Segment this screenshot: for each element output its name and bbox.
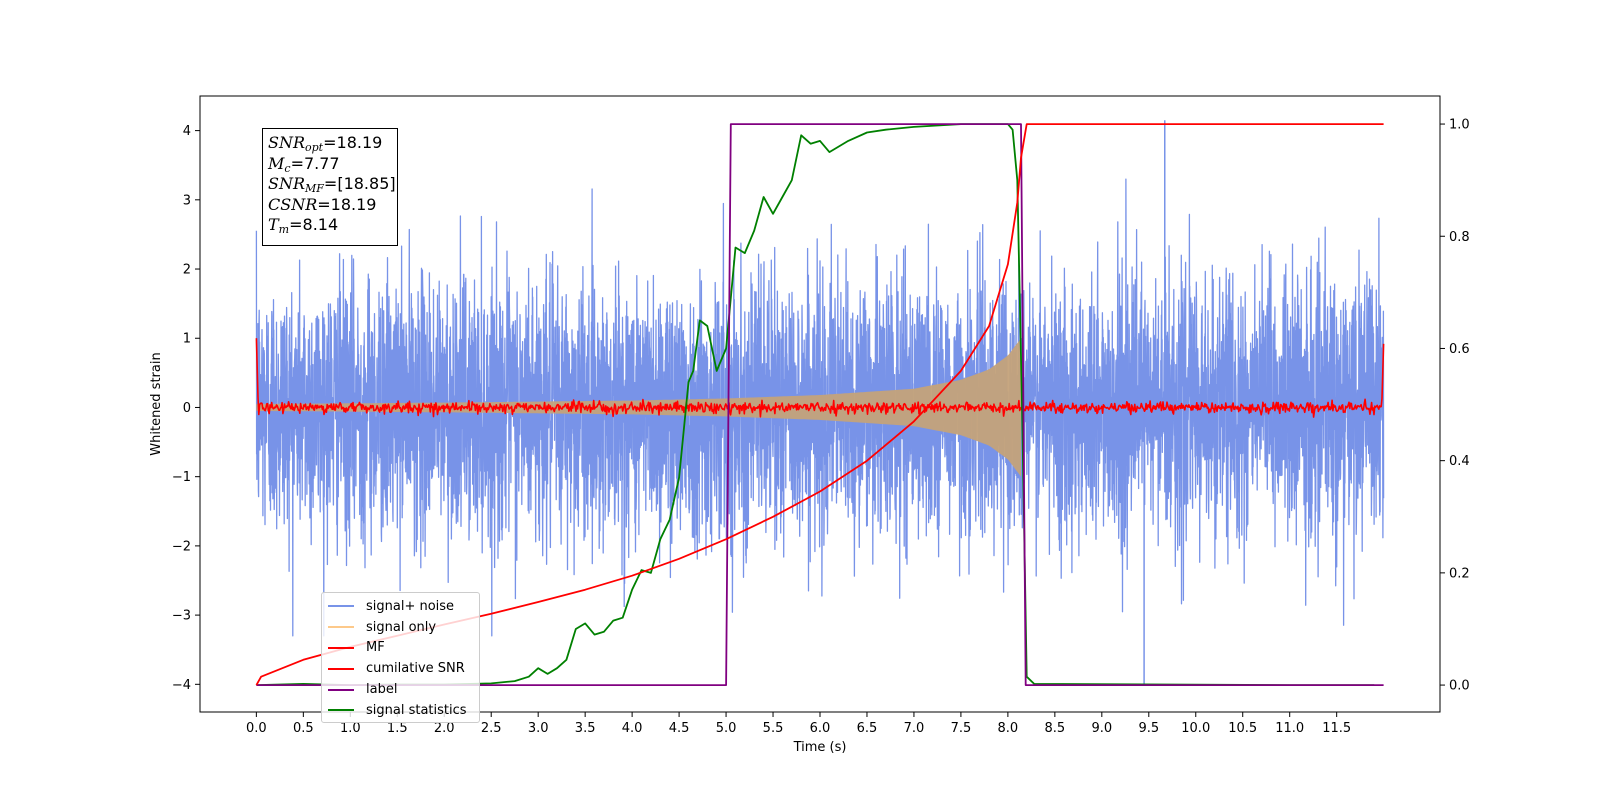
legend-item-signal-statistics: signal statistics [328,700,479,721]
y-right-tick-label: 1.0 [1449,118,1470,133]
x-tick-label: 1.0 [340,721,361,736]
legend-swatch [328,688,354,691]
x-tick-label: 3.0 [528,721,549,736]
y-right-tick-label: 0.2 [1449,566,1470,581]
legend-item-signal-only: signal only [328,617,479,638]
x-tick-label: 10.0 [1181,721,1210,736]
y-left-tick-label: 1 [183,332,191,347]
x-tick-label: 3.5 [575,721,596,736]
x-tick-label: 0.5 [293,721,314,736]
legend-swatch [328,667,354,670]
x-axis-label: Time (s) [793,740,847,755]
y-right-tick-label: 0.6 [1449,342,1470,357]
x-tick-label: 7.5 [951,721,972,736]
y-axis-right: 0.0 0.2 0.4 0.6 0.8 1.0 [1440,118,1470,694]
series-signal-noise [255,178,1385,637]
series-mf [255,338,1385,418]
x-tick-label: 6.5 [857,721,878,736]
annotation-snr-opt: SNRopt=18.19 [268,133,383,154]
x-tick-label: 1.5 [387,721,408,736]
annotation-tm: Tm=8.14 [268,215,339,236]
x-tick-label: 8.5 [1045,721,1066,736]
y-axis-left: −4 −3 −2 −1 0 1 2 3 4 [172,124,200,693]
x-tick-label: 11.5 [1322,721,1351,736]
x-tick-label: 0.0 [246,721,267,736]
legend-swatch [328,709,354,712]
legend-item-cumulative-snr: cumilative SNR [328,658,479,679]
x-tick-label: 11.0 [1275,721,1304,736]
x-tick-label: 10.5 [1228,721,1257,736]
y-left-tick-label: 4 [183,124,191,139]
x-tick-label: 2.0 [434,721,455,736]
x-tick-label: 6.0 [810,721,831,736]
legend-swatch [328,626,354,629]
series-signal-statistics [256,123,1375,686]
y-left-tick-label: −1 [172,470,191,485]
y-left-tick-label: −2 [172,539,191,554]
series-label [256,123,1384,686]
y-right-tick-label: 0.8 [1449,230,1470,245]
y-right-tick-label: 0.4 [1449,454,1470,469]
legend: signal+ noise signal only MF cumilative … [321,592,480,723]
x-tick-label: 9.0 [1091,721,1112,736]
x-axis: 0.0 0.5 1.0 1.5 2.0 2.5 3.0 3.5 4.0 4.5 5.0 5.5 6.0 6… [246,712,1351,736]
legend-item-mf: MF [328,638,479,659]
y-left-tick-label: −3 [172,609,191,624]
x-tick-label: 7.0 [904,721,925,736]
annotation-box: SNRopt=18.19 Mc=7.77 SNRMF=[18.85] CSNR=… [262,128,398,246]
legend-swatch [328,605,354,608]
annotation-snr-mf: SNRMF=[18.85] [268,174,396,195]
x-tick-label: 4.0 [622,721,643,736]
x-tick-label: 5.0 [716,721,737,736]
y-left-tick-label: 2 [183,263,191,278]
x-tick-label: 9.5 [1138,721,1159,736]
legend-item-signal-noise: signal+ noise [328,596,479,617]
annotation-csnr: CSNR=18.19 [268,194,377,214]
x-tick-label: 8.0 [998,721,1019,736]
y-axis-label: Whitened strain [149,352,164,455]
legend-item-label: label [328,679,479,700]
y-left-tick-label: −4 [172,678,191,693]
y-left-tick-label: 3 [183,193,191,208]
y-left-tick-label: 0 [183,401,191,416]
x-tick-label: 5.5 [763,721,784,736]
annotation-mc: Mc=7.77 [268,153,340,175]
legend-swatch [328,646,354,649]
y-right-tick-label: 0.0 [1449,679,1470,694]
x-tick-label: 4.5 [669,721,690,736]
x-tick-label: 2.5 [481,721,502,736]
